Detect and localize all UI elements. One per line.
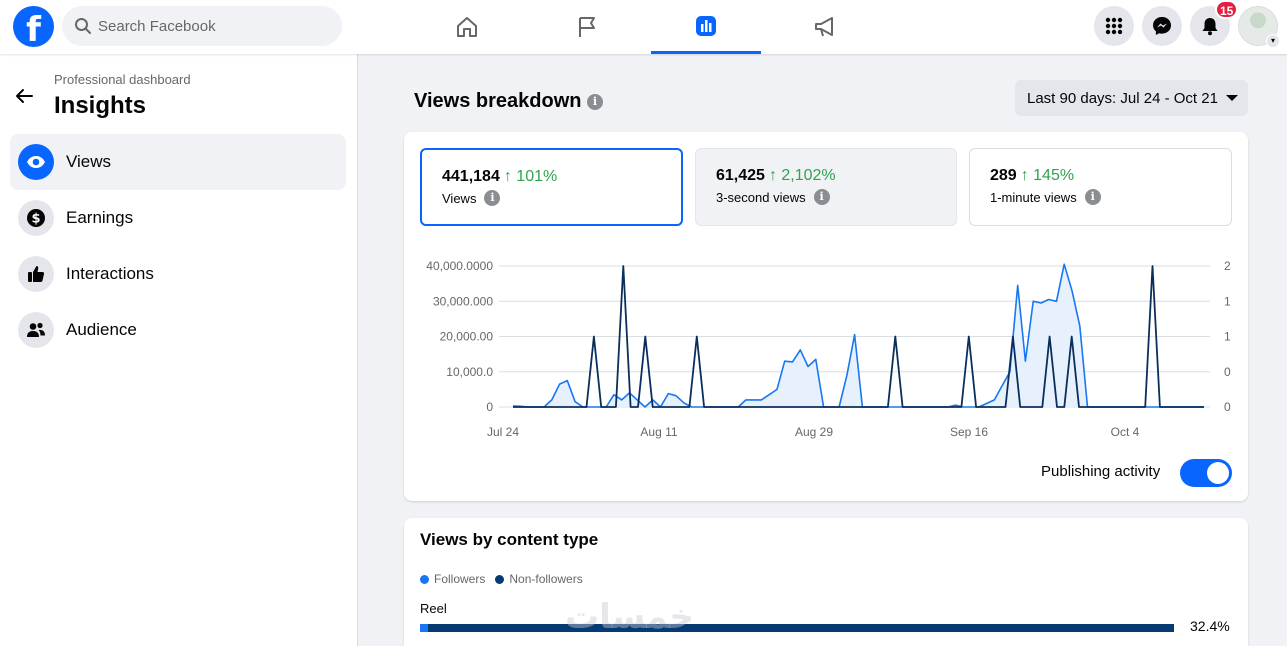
date-range-label: Last 90 days: Jul 24 - Oct 21 — [1027, 89, 1218, 107]
views-line-chart: 0 0 10,000.0 0 20,000.00 1 30,000.000 1 40,000.0… — [426, 259, 1231, 439]
metric-card-3-second-views[interactable]: 61,425 ↑ 2,102% 3-second views i — [695, 148, 957, 226]
legend-label: Non-followers — [509, 572, 583, 586]
tab-ads[interactable] — [770, 0, 880, 54]
y-tick-label: 20,000.00 — [440, 330, 494, 344]
y2-tick-label: 2 — [1224, 259, 1231, 273]
people-icon — [18, 312, 54, 348]
legend-label: Followers — [434, 572, 486, 586]
x-tick-label: Aug 11 — [640, 425, 677, 439]
metric-number: 441,184 — [442, 168, 500, 185]
y2-tick-label: 0 — [1224, 365, 1231, 379]
eye-icon — [18, 144, 54, 180]
content-row-label: Reel — [420, 601, 447, 616]
metric-label: Views — [442, 190, 477, 206]
content-row-percent: 32.4% — [1190, 618, 1230, 634]
metric-number: 61,425 — [716, 167, 765, 184]
x-tick-label: Oct 4 — [1111, 425, 1140, 439]
search-input[interactable] — [98, 6, 328, 46]
sidebar-item-label: Views — [66, 152, 112, 171]
publishing-activity-toggle[interactable] — [1180, 459, 1232, 487]
info-icon[interactable]: i — [587, 94, 603, 110]
sidebar-item-label: Interactions — [66, 264, 154, 283]
y-tick-label: 0 — [486, 400, 493, 414]
menu-button[interactable] — [1094, 6, 1134, 46]
sidebar-item-interactions[interactable]: Interactions — [10, 246, 346, 302]
sidebar-item-label: Audience — [66, 320, 137, 339]
sidebar-subtitle: Professional dashboard — [54, 72, 191, 87]
metric-label-row: Views i — [442, 190, 501, 206]
x-tick-label: Sep 16 — [950, 425, 988, 439]
info-icon[interactable]: i — [1084, 189, 1101, 205]
notification-count-badge: 15 — [1215, 0, 1239, 19]
metric-change: ↑ 101% — [503, 168, 558, 185]
metric-label: 3-second views — [716, 189, 806, 205]
bell-icon — [1202, 18, 1218, 36]
insights-icon — [696, 15, 716, 36]
metric-change: ↑ 2,102% — [768, 167, 836, 184]
metric-value: 289 ↑ 145% — [990, 167, 1074, 185]
metric-label-row: 3-second views i — [716, 189, 830, 205]
dollar-icon: $ — [18, 200, 54, 236]
metric-label-row: 1-minute views i — [990, 189, 1101, 205]
tab-home[interactable] — [412, 0, 522, 54]
messenger-icon — [1153, 17, 1171, 35]
content-type-legend: Followers Non-followers — [420, 572, 593, 586]
x-tick-label: Jul 24 — [487, 425, 519, 439]
sidebar-item-audience[interactable]: Audience — [10, 302, 346, 358]
svg-text:$: $ — [31, 212, 40, 227]
metric-label: 1-minute views — [990, 189, 1077, 205]
megaphone-icon — [815, 17, 833, 37]
metric-change: ↑ 145% — [1020, 167, 1075, 184]
metric-card-views[interactable]: 441,184 ↑ 101% Views i — [420, 148, 683, 226]
y2-tick-label: 1 — [1224, 294, 1231, 308]
metric-value: 61,425 ↑ 2,102% — [716, 167, 836, 185]
facebook-logo[interactable]: f — [13, 6, 54, 47]
legend-dot — [495, 574, 505, 584]
metric-number: 289 — [990, 167, 1017, 184]
flag-icon — [579, 17, 595, 37]
content-type-title: Views by content type — [420, 530, 599, 549]
page-title: Insights — [54, 92, 147, 119]
sidebar-item-label: Earnings — [66, 208, 134, 227]
search-box[interactable] — [62, 6, 342, 46]
followers-segment — [420, 624, 429, 632]
home-icon — [457, 17, 477, 37]
grid-menu-icon — [1105, 17, 1123, 35]
content-row-bar — [420, 624, 1174, 632]
y-tick-label: 10,000.0 — [446, 365, 493, 379]
y-tick-label: 30,000.000 — [433, 294, 493, 308]
sidebar-item-earnings[interactable]: $ Earnings — [10, 190, 346, 246]
y2-tick-label: 1 — [1224, 330, 1231, 344]
search-icon — [75, 18, 91, 34]
messenger-button[interactable] — [1142, 6, 1182, 46]
metric-value: 441,184 ↑ 101% — [442, 168, 557, 186]
toggle-knob — [1207, 462, 1229, 484]
date-range-dropdown[interactable]: Last 90 days: Jul 24 - Oct 21 — [1015, 80, 1248, 116]
metric-card-1-minute-views[interactable]: 289 ↑ 145% 1-minute views i — [969, 148, 1232, 226]
y2-tick-label: 0 — [1224, 400, 1231, 414]
tab-insights[interactable] — [651, 0, 761, 54]
series-area-views — [513, 264, 1204, 407]
chevron-down-icon[interactable]: ▾ — [1266, 34, 1280, 48]
sidebar-item-views[interactable]: Views — [10, 134, 346, 190]
tab-pages[interactable] — [532, 0, 642, 54]
legend-item-non-followers: Non-followers — [495, 572, 583, 586]
legend-dot — [420, 574, 429, 584]
back-arrow-icon[interactable] — [12, 84, 36, 108]
y-tick-label: 40,000.0000 — [426, 259, 493, 273]
top-navigation-bar: f — [0, 0, 1287, 54]
legend-item-followers: Followers — [420, 572, 485, 586]
x-tick-label: Aug 29 — [795, 425, 833, 439]
watermark: خمسات — [565, 597, 694, 637]
info-icon[interactable]: i — [484, 190, 501, 206]
views-breakdown-title: Views breakdown — [414, 90, 582, 112]
thumbs-up-icon — [18, 256, 54, 292]
insights-sidebar: Professional dashboard Insights Views $ … — [0, 54, 358, 646]
caret-down-icon — [1225, 95, 1238, 101]
publishing-activity-label: Publishing activity — [1041, 463, 1161, 480]
series-line-publishing — [513, 265, 1204, 408]
info-icon[interactable]: i — [813, 189, 830, 205]
